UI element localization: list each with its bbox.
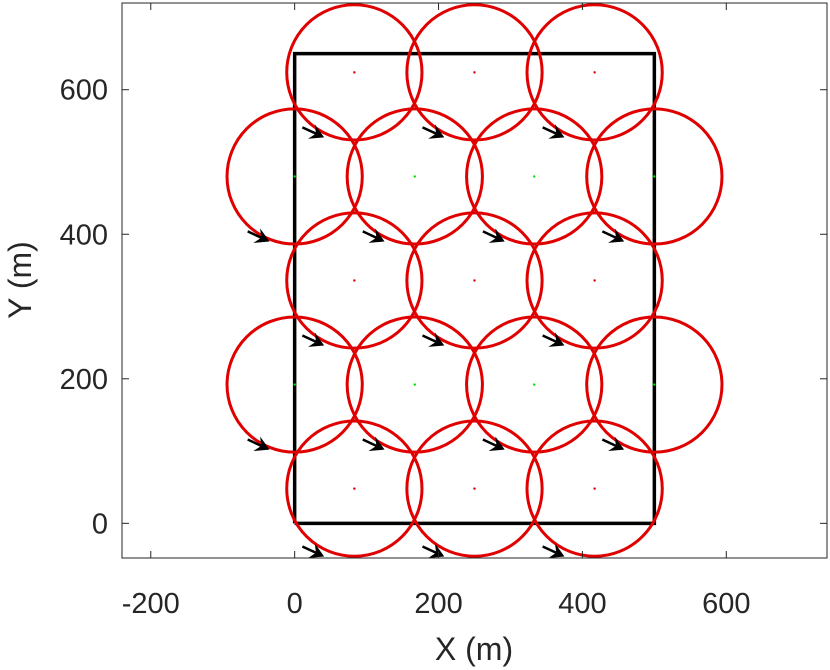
y-axis: 0 200 400 600 xyxy=(60,75,827,540)
x-tick-label: -200 xyxy=(122,588,180,620)
coverage-circle xyxy=(405,211,544,350)
series-1-point xyxy=(413,175,416,178)
series-1-point xyxy=(533,383,536,386)
series-0-point xyxy=(473,71,476,74)
arrow-head xyxy=(308,332,325,347)
x-axis: -200 0 200 400 600 xyxy=(122,3,750,620)
arrow-head xyxy=(488,436,505,451)
series-1-point xyxy=(293,383,296,386)
series-0-point xyxy=(593,71,596,74)
coverage-circle xyxy=(585,315,724,454)
arrow-head xyxy=(428,543,445,558)
coverage-circle xyxy=(525,211,664,350)
arrow-shaft xyxy=(247,230,262,239)
series-1-point xyxy=(533,175,536,178)
coverage-circle xyxy=(405,3,544,142)
coverage-circle xyxy=(285,419,424,558)
y-axis-label: Y (m) xyxy=(2,241,38,319)
series-1-point xyxy=(653,175,656,178)
coverage-circle xyxy=(345,315,484,454)
arrow-head xyxy=(548,332,565,347)
coverage-circle xyxy=(345,107,484,246)
coverage-circle xyxy=(405,419,544,558)
arrow-shaft xyxy=(601,438,617,447)
x-axis-label: X (m) xyxy=(435,631,513,667)
series-0-point xyxy=(593,487,596,490)
arrow-head xyxy=(428,332,445,347)
arrow-shaft xyxy=(482,230,498,239)
arrow-shaft xyxy=(301,545,317,554)
arrow-head xyxy=(368,228,385,243)
series-0-point xyxy=(473,279,476,282)
arrow-shaft xyxy=(301,126,317,135)
series-1-point xyxy=(293,175,296,178)
coverage-circle xyxy=(285,211,424,350)
arrow-head xyxy=(368,436,385,451)
arrow-head xyxy=(488,228,505,243)
arrow-head xyxy=(608,436,625,451)
arrow-shaft xyxy=(542,545,557,554)
arrow-shaft xyxy=(542,126,557,135)
coverage-circle xyxy=(585,107,724,246)
x-tick-label: 600 xyxy=(702,588,750,620)
y-tick-label: 600 xyxy=(60,75,108,107)
x-tick-label: 200 xyxy=(414,588,462,620)
arrow-head xyxy=(428,124,445,139)
arrow-head xyxy=(308,124,325,139)
series-0-point xyxy=(353,279,356,282)
boundary-line xyxy=(292,51,657,526)
arrow-shaft xyxy=(301,334,317,343)
series-1-point xyxy=(413,383,416,386)
coverage-circle xyxy=(525,419,664,558)
arrow-head xyxy=(548,543,565,558)
series-0-point xyxy=(353,71,356,74)
series-0-point xyxy=(473,487,476,490)
series-0-point xyxy=(593,279,596,282)
arrow-shaft xyxy=(421,545,437,554)
x-tick-label: 0 xyxy=(287,588,303,620)
arrow-head xyxy=(253,436,270,451)
coverage-circle xyxy=(465,315,604,454)
arrow-shaft xyxy=(482,438,498,447)
arrow-shaft xyxy=(542,334,557,343)
arrow-shaft xyxy=(247,438,262,447)
series-0-point xyxy=(353,487,356,490)
y-tick-label: 200 xyxy=(60,364,108,396)
y-tick-label: 400 xyxy=(60,219,108,251)
arrow-shaft xyxy=(421,334,437,343)
x-tick-label: 400 xyxy=(558,588,606,620)
y-tick-label: 0 xyxy=(92,508,108,540)
plot-marks xyxy=(225,3,724,558)
arrow-shaft xyxy=(362,230,377,239)
arrow-head xyxy=(608,228,625,243)
coverage-circle xyxy=(285,3,424,142)
axes-box xyxy=(121,2,828,559)
arrow-shaft xyxy=(362,438,377,447)
coverage-circle xyxy=(465,107,604,246)
series-1-point xyxy=(653,383,656,386)
coverage-circle xyxy=(225,315,364,454)
coverage-circle xyxy=(225,107,364,246)
coverage-circle xyxy=(525,3,664,142)
arrow-head xyxy=(548,124,565,139)
arrow-shaft xyxy=(421,126,437,135)
arrow-shaft xyxy=(601,230,617,239)
arrow-head xyxy=(308,543,325,558)
arrow-head xyxy=(253,228,270,243)
